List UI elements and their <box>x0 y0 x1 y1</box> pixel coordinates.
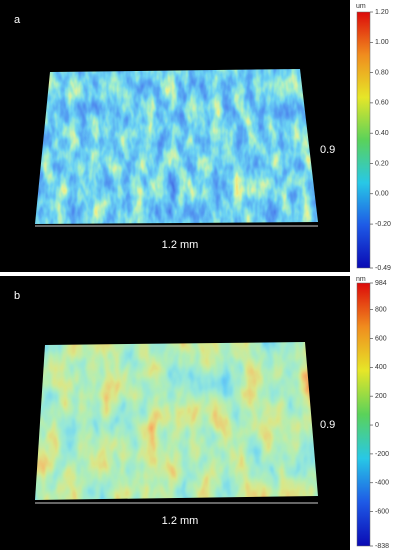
y-label: 0.9 <box>320 144 335 156</box>
colorbar-label: nm <box>356 276 366 283</box>
colorbar-tick-label: 0.60 <box>375 100 389 107</box>
colorbar-tick-label: 400 <box>375 364 387 371</box>
colorbar-tick-label: 984 <box>375 280 387 287</box>
colorbar-tick-label: 0.40 <box>375 130 389 137</box>
colorbar <box>356 11 371 269</box>
colorbar <box>356 282 371 547</box>
colorbar-label: um <box>356 3 366 10</box>
colorbar-tick-label: -200 <box>375 451 389 458</box>
colorbar-tick-label: -0.20 <box>375 221 391 228</box>
panel-label: a <box>14 14 21 26</box>
surface-plot <box>35 342 318 500</box>
x-label: 1.2 mm <box>162 515 199 527</box>
colorbar-tick-label: 0.80 <box>375 69 389 76</box>
colorbar-tick-label: 800 <box>375 306 387 313</box>
y-label: 0.9 <box>320 419 335 431</box>
colorbar-tick-label: -838 <box>375 543 389 550</box>
surface-plot <box>35 69 318 224</box>
colorbar-tick-label: 200 <box>375 393 387 400</box>
colorbar-tick-label: 1.00 <box>375 39 389 46</box>
colorbar-tick-label: 1.20 <box>375 9 389 16</box>
colorbar-tick-label: 0 <box>375 422 379 429</box>
colorbar-tick-label: 0.20 <box>375 160 389 167</box>
x-label: 1.2 mm <box>162 239 199 251</box>
panel-label: b <box>14 290 20 302</box>
colorbar-tick-label: -0.49 <box>375 265 391 272</box>
colorbar-tick-label: 0.00 <box>375 191 389 198</box>
colorbar-tick-label: -400 <box>375 480 389 487</box>
colorbar-tick-label: 600 <box>375 335 387 342</box>
colorbar-tick-label: -600 <box>375 508 389 515</box>
